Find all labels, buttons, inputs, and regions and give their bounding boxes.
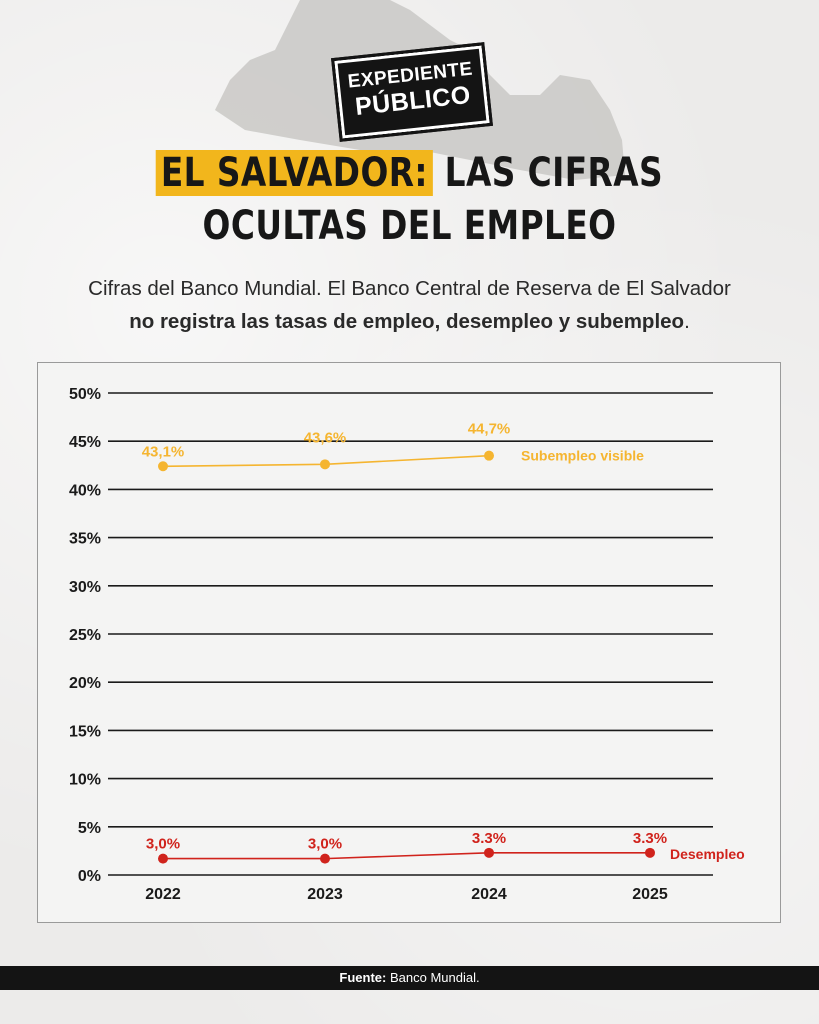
desempleo-series-line — [163, 852, 650, 860]
desempleo-point — [320, 853, 330, 864]
y-tick-label: 0% — [78, 868, 101, 885]
subtitle-bold: no registra las tasas de empleo, desempl… — [129, 310, 685, 333]
source-text: Banco Mundial. — [389, 970, 480, 985]
subtitle-line1: Cifras del Banco Mundial. El Banco Centr… — [88, 277, 731, 300]
subempleo-series-name: Subempleo visible — [521, 448, 644, 464]
subtitle-line2: no registra las tasas de empleo, desempl… — [0, 306, 819, 338]
desempleo-point — [645, 847, 655, 858]
title-rest: LAS CIFRAS — [444, 150, 664, 196]
page-title-line2: OCULTAS DEL EMPLEO — [202, 203, 617, 249]
desempleo-point — [484, 847, 494, 858]
y-tick-label: 25% — [69, 627, 101, 644]
subempleo-point — [320, 459, 330, 470]
y-tick-label: 45% — [69, 434, 101, 451]
desempleo-data-label: 3,0% — [308, 836, 342, 853]
page-title-line1: EL SALVADOR: LAS CIFRAS — [74, 150, 746, 196]
y-tick-label: 35% — [69, 531, 101, 548]
desempleo-data-label: 3.3% — [472, 830, 506, 847]
subempleo-data-label: 44,7% — [468, 421, 511, 438]
y-tick-label: 15% — [69, 723, 101, 740]
chart-panel — [37, 362, 781, 923]
y-tick-label: 5% — [78, 820, 101, 837]
y-tick-label: 50% — [69, 386, 101, 403]
y-tick-label: 40% — [69, 482, 101, 499]
x-tick-label: 2022 — [145, 886, 181, 903]
x-tick-label: 2023 — [307, 886, 343, 903]
desempleo-series-name: Desempleo — [670, 846, 745, 862]
x-tick-label: 2024 — [471, 886, 507, 903]
desempleo-data-label: 3.3% — [633, 830, 667, 847]
title-highlight: EL SALVADOR: — [155, 150, 433, 196]
y-tick-label: 30% — [69, 579, 101, 596]
y-tick-label: 20% — [69, 675, 101, 692]
subempleo-data-label: 43,1% — [142, 443, 185, 460]
y-tick-label: 10% — [69, 772, 101, 789]
subempleo-data-label: 43,6% — [304, 429, 347, 446]
source-footer: Fuente: Banco Mundial. — [0, 966, 819, 990]
x-tick-label: 2025 — [632, 886, 668, 903]
subtitle-end: . — [684, 310, 690, 333]
desempleo-point — [158, 853, 168, 864]
source-label: Fuente: — [339, 970, 387, 985]
subempleo-point — [484, 450, 494, 461]
subempleo-point — [158, 461, 168, 472]
desempleo-data-label: 3,0% — [146, 836, 180, 853]
